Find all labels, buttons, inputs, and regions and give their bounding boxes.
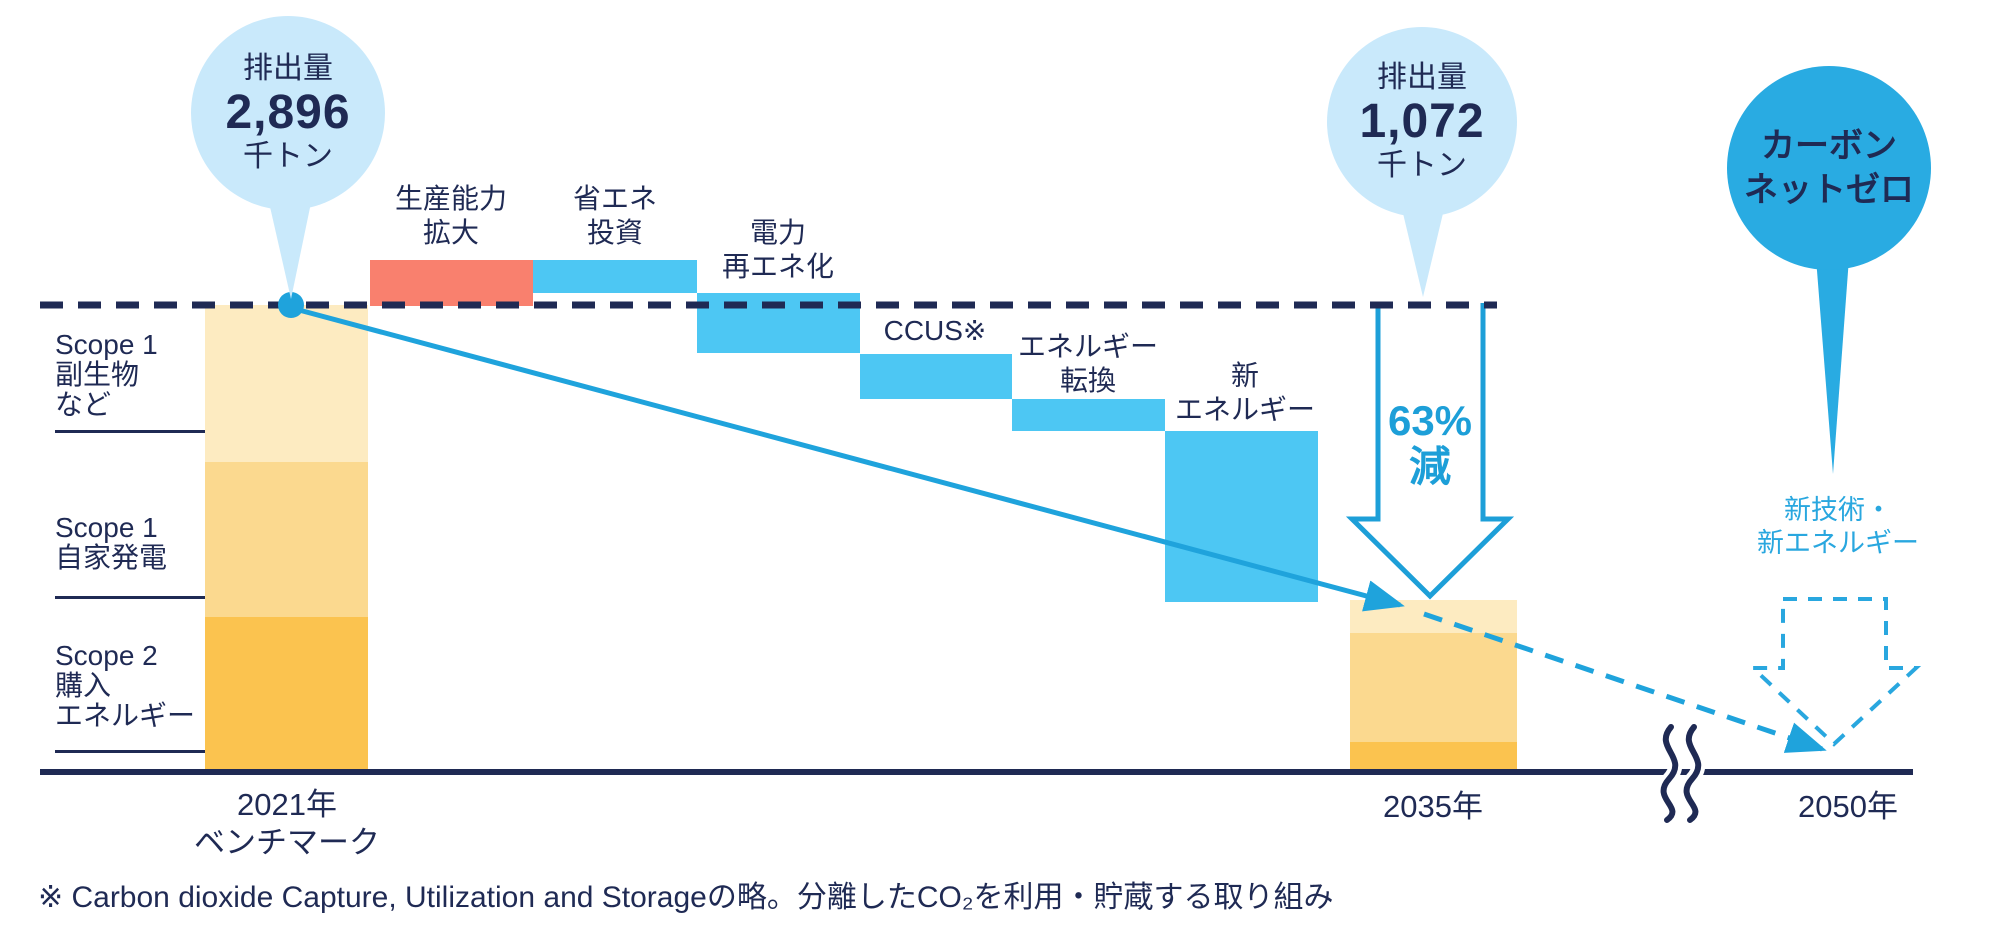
- carbon-net-zero-label: カーボン ネットゼロ: [1744, 127, 1914, 209]
- bubble-2021-value: 2,896: [225, 86, 351, 139]
- bar-step-new-energy: [1165, 431, 1318, 602]
- bubble-2021-unit: 千トン: [243, 140, 333, 173]
- label-capacity-increase: 生産能力 拡大: [394, 183, 507, 248]
- scope2-purchased-energy-rule: [55, 750, 205, 753]
- scope1-byproducts-rule: [55, 430, 205, 433]
- label-new-energy: 新 エネルギー: [1174, 360, 1315, 425]
- bar-step-ccus: [860, 354, 1012, 399]
- bar-2035-scope1-own-power: [1350, 633, 1517, 742]
- ccus-footnote: ※ Carbon dioxide Capture, Utilization an…: [38, 881, 1334, 914]
- bar-2021-scope1-own-power: [205, 462, 368, 617]
- bubble-2021-title: 排出量: [243, 52, 333, 85]
- label-renewable-power: 電力 再エネ化: [721, 217, 834, 282]
- bar-step-capacity-increase: [370, 260, 533, 306]
- label-ccus: CCUS※: [883, 315, 987, 346]
- bubble-tail-2035: [1401, 205, 1445, 297]
- bar-step-renewable-power: [697, 293, 860, 353]
- reduction-63pct-arrow-shape: [1345, 303, 1515, 600]
- label-energy-saving: 省エネ 投資: [572, 183, 657, 248]
- bar-2021-scope2-purchased-energy: [205, 617, 368, 772]
- bubble-tail-2021: [268, 198, 312, 299]
- bar-2035-scope2-purchased-energy: [1350, 742, 1517, 772]
- carbon-net-zero-bubble: カーボン ネットゼロ: [1727, 66, 1931, 270]
- x-label-2050: 2050年: [1798, 789, 1898, 824]
- bar-step-energy-conversion: [1012, 399, 1165, 431]
- bubble-2035-unit: 千トン: [1377, 149, 1467, 182]
- future-arrow-dashed-outline: [1747, 597, 1922, 747]
- axis-break-squiggle: [1656, 720, 1706, 827]
- x-label-2021: 2021年 ベンチマーク: [194, 787, 380, 860]
- bubble-2035-value: 1,072: [1359, 95, 1485, 148]
- scope1-own-power-rule: [55, 596, 205, 599]
- x-label-2035: 2035年: [1383, 789, 1483, 824]
- reduction-63pct-label: 63% 減: [1387, 397, 1473, 490]
- bar-step-energy-saving: [533, 260, 697, 293]
- new-tech-note: 新技術・ 新エネルギー: [1757, 495, 1919, 558]
- emissions-bubble-2021: 排出量 2,896 千トン: [191, 16, 385, 210]
- bubble-tail-2050: [1816, 258, 1849, 474]
- bubble-2035-title: 排出量: [1377, 61, 1467, 94]
- bar-2035-scope1-byproducts: [1350, 600, 1517, 633]
- bar-2021-scope1-byproducts: [205, 305, 368, 462]
- emissions-bubble-2035: 排出量 1,072 千トン: [1327, 27, 1517, 217]
